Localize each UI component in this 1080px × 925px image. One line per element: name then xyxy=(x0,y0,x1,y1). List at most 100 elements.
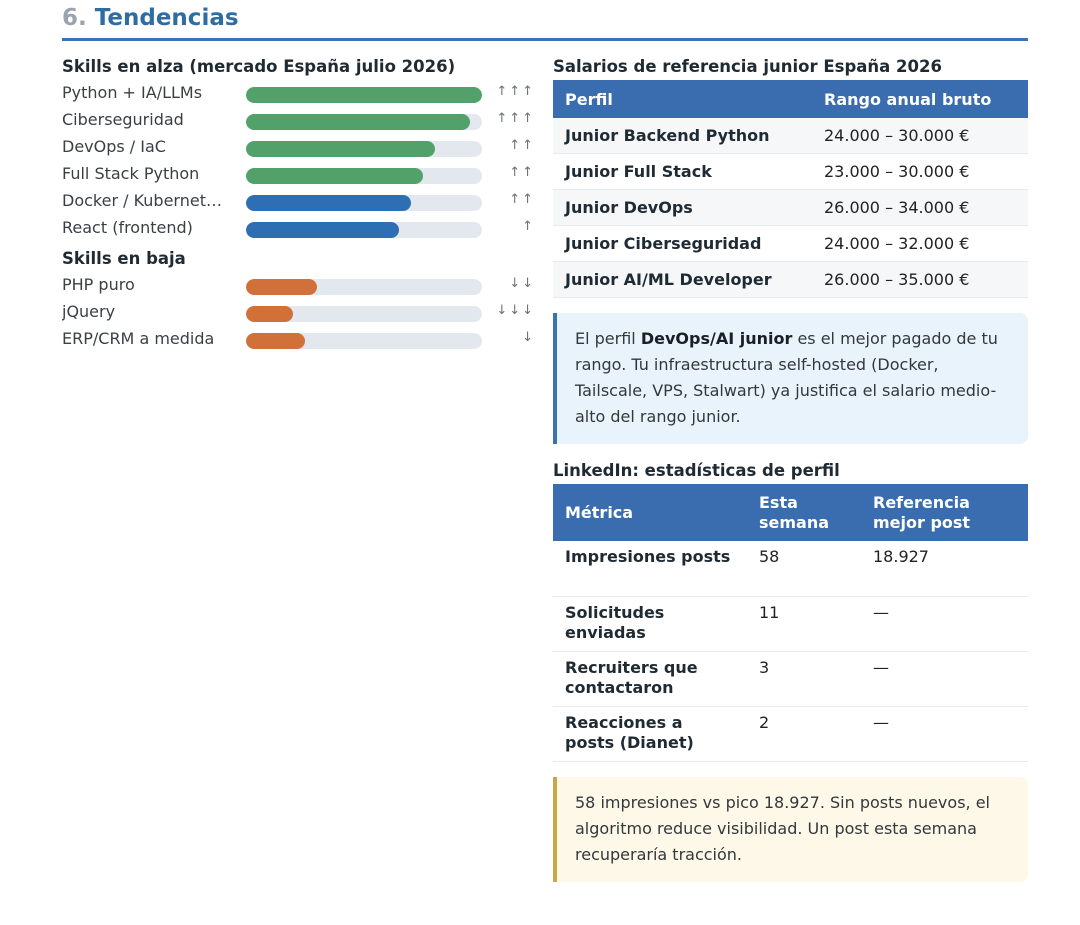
skill-bar-fill xyxy=(246,195,412,211)
linkedin-ref-value: — xyxy=(861,651,1028,707)
skill-trend-arrows: ↓↓↓ xyxy=(496,303,535,318)
linkedin-row: Reacciones a posts (Dianet) 2— xyxy=(553,706,1028,762)
skills-up-list: Python + IA/LLMs ↑↑↑ Ciberseguridad ↑↑↑ DevO… xyxy=(62,80,542,242)
salary-profile: Junior Ciberseguridad xyxy=(553,225,812,262)
linkedin-metric: Solicitudes enviadas xyxy=(553,596,747,652)
linkedin-row: Solicitudes enviadas 11— xyxy=(553,596,1028,652)
right-panel: Salarios de referencia junior España 202… xyxy=(553,54,1028,882)
salaries-table: Perfil Rango anual bruto Junior Backend … xyxy=(553,80,1028,298)
linkedin-table: Métrica Esta semana Referencia mejor pos… xyxy=(553,484,1028,762)
salary-row: Junior Full Stack 23.000 – 30.000 € xyxy=(553,153,1028,190)
skill-bar-track xyxy=(246,141,482,157)
skill-name: Ciberseguridad xyxy=(62,110,184,129)
skill-bar-fill xyxy=(246,141,435,157)
salary-range: 26.000 – 35.000 € xyxy=(812,261,1028,298)
linkedin-header-metric: Métrica xyxy=(553,484,747,541)
salary-row: Junior Ciberseguridad 24.000 – 32.000 € xyxy=(553,225,1028,262)
info-text-post: es el mejor pagado de tu rango. Tu infra… xyxy=(575,329,998,426)
skills-down-title: Skills en baja xyxy=(62,249,186,268)
salaries-header-range: Rango anual bruto xyxy=(812,80,1028,118)
salary-range: 26.000 – 34.000 € xyxy=(812,189,1028,226)
skill-bar-fill xyxy=(246,306,294,322)
section-title-text: Tendencias xyxy=(94,5,239,31)
salary-range: 24.000 – 30.000 € xyxy=(812,118,1028,154)
linkedin-row: Impresiones posts 58 18.927 xyxy=(553,541,1028,597)
linkedin-ref-value: — xyxy=(861,706,1028,762)
skill-trend-arrows: ↑↑↑ xyxy=(496,111,535,126)
skill-bar-fill xyxy=(246,168,423,184)
skill-bar-fill xyxy=(246,222,400,238)
linkedin-header-row: Métrica Esta semana Referencia mejor pos… xyxy=(553,484,1028,541)
skill-bar-track xyxy=(246,168,482,184)
salary-row: Junior Backend Python 24.000 – 30.000 € xyxy=(553,118,1028,154)
skill-bar-track xyxy=(246,333,482,349)
linkedin-header-week: Esta semana xyxy=(747,484,861,541)
skill-trend-arrows: ↑↑ xyxy=(509,192,535,207)
warning-callout: 58 impresiones vs pico 18.927. Sin posts… xyxy=(553,776,1028,882)
skill-bar-fill xyxy=(246,333,305,349)
linkedin-header-ref: Referencia mejor post xyxy=(861,484,1028,541)
salary-profile: Junior Full Stack xyxy=(553,153,812,190)
skill-name: DevOps / IaC xyxy=(62,137,166,156)
skill-bar-track xyxy=(246,114,482,130)
linkedin-metric: Impresiones posts xyxy=(553,541,747,597)
skill-trend-arrows: ↑ xyxy=(522,219,535,234)
skill-row: DevOps / IaC ↑↑ xyxy=(62,134,542,161)
skill-row: jQuery ↓↓↓ xyxy=(62,299,542,326)
skill-name: React (frontend) xyxy=(62,218,193,237)
skill-bar-track xyxy=(246,87,482,103)
linkedin-week-value: 3 xyxy=(747,651,861,707)
salary-profile: Junior Backend Python xyxy=(553,118,812,154)
salary-row: Junior DevOps 26.000 – 34.000 € xyxy=(553,189,1028,226)
linkedin-week-value: 11 xyxy=(747,596,861,652)
section-header: 6. Tendencias xyxy=(62,4,1028,41)
skill-bar-fill xyxy=(246,87,482,103)
info-text-strong: DevOps/AI junior xyxy=(640,329,793,348)
linkedin-ref-value: — xyxy=(861,596,1028,652)
skill-bar-track xyxy=(246,279,482,295)
skill-trend-arrows: ↑↑ xyxy=(509,138,535,153)
linkedin-metric: Reacciones a posts (Dianet) xyxy=(553,706,747,762)
skill-name: Python + IA/LLMs xyxy=(62,83,203,102)
linkedin-week-value: 2 xyxy=(747,706,861,762)
skill-name: Docker / Kubernet… xyxy=(62,191,222,210)
linkedin-ref-value: 18.927 xyxy=(861,541,1028,597)
salaries-header-row: Perfil Rango anual bruto xyxy=(553,80,1028,118)
linkedin-row: Recruiters que contactaron 3— xyxy=(553,651,1028,707)
skill-bar-fill xyxy=(246,114,471,130)
linkedin-metric: Recruiters que contactaron xyxy=(553,651,747,707)
salary-row: Junior AI/ML Developer 26.000 – 35.000 € xyxy=(553,261,1028,298)
skill-row: PHP puro ↓↓ xyxy=(62,272,542,299)
skill-bar-track xyxy=(246,222,482,238)
skill-row: ERP/CRM a medida ↓ xyxy=(62,326,542,353)
salaries-title: Salarios de referencia junior España 202… xyxy=(553,57,942,76)
skill-row: Docker / Kubernet… ↑↑ xyxy=(62,188,542,215)
skills-up-title: Skills en alza (mercado España julio 202… xyxy=(62,57,456,76)
salary-profile: Junior DevOps xyxy=(553,189,812,226)
skill-name: Full Stack Python xyxy=(62,164,200,183)
skill-bar-track xyxy=(246,306,482,322)
skills-panel: Skills en alza (mercado España julio 202… xyxy=(62,54,542,353)
skill-name: jQuery xyxy=(62,302,116,321)
salaries-header-profile: Perfil xyxy=(553,80,812,118)
section-number: 6. xyxy=(62,5,87,31)
section-title: 6. Tendencias xyxy=(62,4,1028,32)
info-callout: El perfil DevOps/AI junior es el mejor p… xyxy=(553,313,1028,444)
salary-range: 23.000 – 30.000 € xyxy=(812,153,1028,190)
skill-row: Full Stack Python ↑↑ xyxy=(62,161,542,188)
salary-range: 24.000 – 32.000 € xyxy=(812,225,1028,262)
skill-trend-arrows: ↓ xyxy=(522,330,535,345)
skill-trend-arrows: ↑↑↑ xyxy=(496,84,535,99)
skill-name: PHP puro xyxy=(62,275,135,294)
skill-row: Python + IA/LLMs ↑↑↑ xyxy=(62,80,542,107)
skill-bar-fill xyxy=(246,279,317,295)
skill-row: Ciberseguridad ↑↑↑ xyxy=(62,107,542,134)
info-text-pre: El perfil xyxy=(575,329,641,348)
linkedin-title: LinkedIn: estadísticas de perfil xyxy=(553,461,840,480)
skill-row: React (frontend) ↑ xyxy=(62,215,542,242)
skill-trend-arrows: ↓↓ xyxy=(509,276,535,291)
salary-profile: Junior AI/ML Developer xyxy=(553,261,812,298)
linkedin-week-value: 58 xyxy=(747,541,861,597)
skill-name: ERP/CRM a medida xyxy=(62,329,215,348)
skill-bar-track xyxy=(246,195,482,211)
